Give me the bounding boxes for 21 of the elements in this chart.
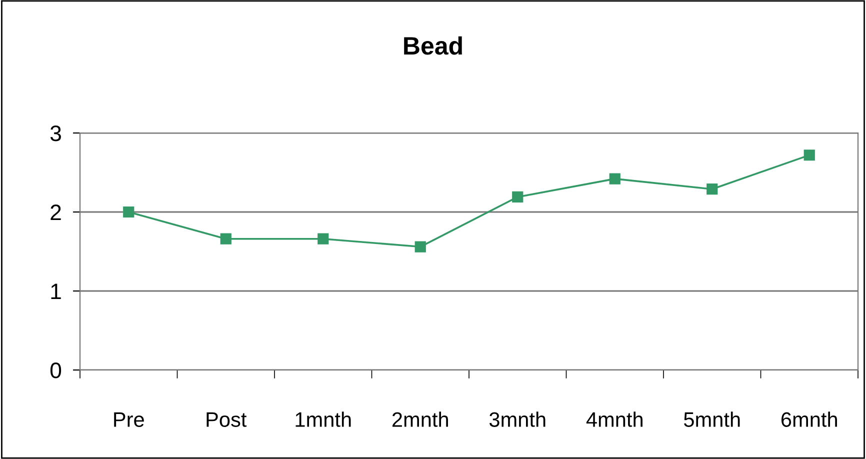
x-tick-label: 5mnth (684, 412, 740, 427)
x-tick-label: Post (206, 412, 247, 427)
y-tick-label: 2 (50, 204, 61, 220)
x-tick-label: 3mnth (489, 412, 546, 427)
x-tick-label: 1mnth (296, 412, 351, 427)
x-tick-label: 6mnth (781, 412, 837, 427)
point (220, 233, 232, 244)
y-tick-label: 0 (50, 362, 62, 378)
x-tick-label: Pre (114, 412, 144, 427)
point (123, 206, 134, 218)
point (804, 150, 815, 161)
chart-title: Bead (404, 36, 462, 55)
point (706, 184, 718, 195)
point (414, 241, 426, 252)
x-tick-label: 2mnth (392, 412, 448, 427)
point (609, 173, 620, 184)
y-tick-label: 1 (51, 284, 61, 300)
point (512, 191, 524, 203)
point (318, 233, 329, 244)
x-tick-label: 4mnth (586, 412, 642, 427)
y-tick-label: 3 (50, 126, 61, 142)
